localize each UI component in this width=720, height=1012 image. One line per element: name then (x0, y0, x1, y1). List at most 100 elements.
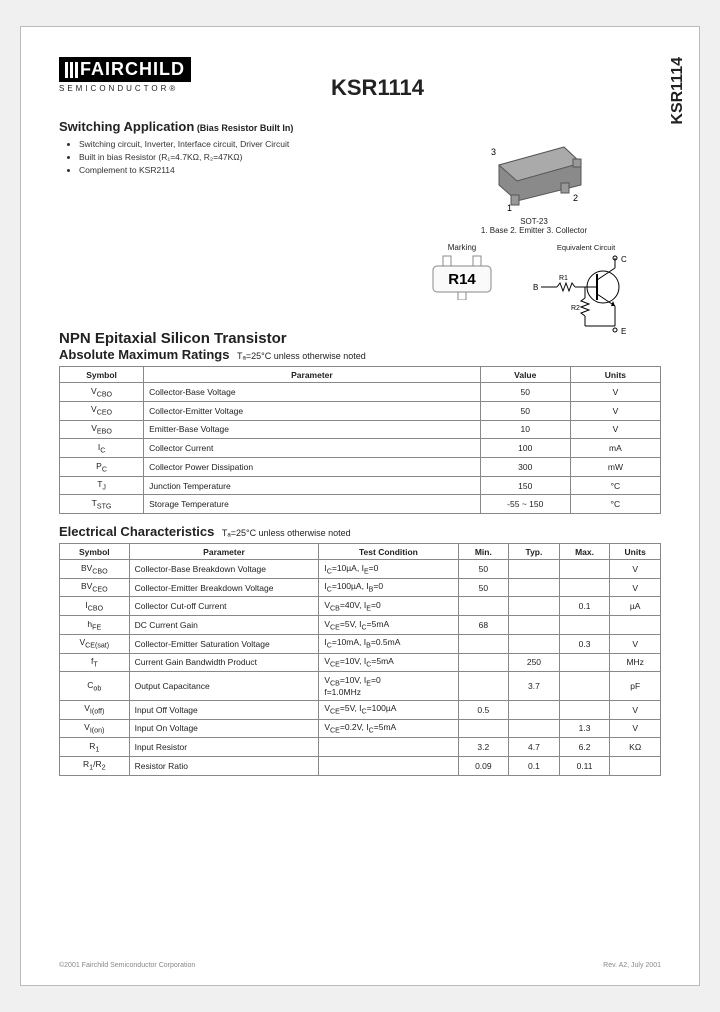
cell-typ (509, 560, 560, 579)
cell-units: V (570, 401, 660, 420)
svg-text:R1: R1 (559, 275, 568, 282)
table-row: PCCollector Power Dissipation300mW (60, 458, 661, 477)
svg-text:2: 2 (573, 193, 578, 203)
cell-value: 100 (480, 439, 570, 458)
table-row: VEBOEmitter-Base Voltage10V (60, 420, 661, 439)
cell-max: 0.3 (559, 634, 610, 653)
col-symbol: Symbol (60, 367, 144, 383)
cell-max (559, 560, 610, 579)
package-name: SOT-23 (419, 217, 649, 226)
cell-max (559, 616, 610, 635)
cell-typ (509, 700, 560, 719)
cell-parameter: Collector-Emitter Saturation Voltage (129, 634, 319, 653)
cell-min (458, 719, 509, 738)
cell-testcond: VCE=5V, IC=100µA (319, 700, 458, 719)
cell-testcond: VCB=40V, IE=0 (319, 597, 458, 616)
datasheet-page: KSR1114 FAIRCHILD SEMICONDUCTOR® KSR1114… (20, 26, 700, 986)
cell-units: pF (610, 672, 661, 701)
elec-header-row: Symbol Parameter Test Condition Min. Typ… (60, 544, 661, 560)
table-row: VCBOCollector-Base Voltage50V (60, 383, 661, 402)
table-row: ICBOCollector Cut-off CurrentVCB=40V, IE… (60, 597, 661, 616)
footer: ©2001 Fairchild Semiconductor Corporatio… (59, 962, 661, 969)
cell-units: °C (570, 476, 660, 495)
table-row: VCE(sat)Collector-Emitter Saturation Vol… (60, 634, 661, 653)
header-row: FAIRCHILD SEMICONDUCTOR® KSR1114 (59, 57, 661, 101)
svg-text:3: 3 (491, 147, 496, 157)
cell-value: 50 (480, 383, 570, 402)
package-pins: 1. Base 2. Emitter 3. Collector (419, 226, 649, 235)
col-parameter: Parameter (144, 367, 481, 383)
ecol-typ: Typ. (509, 544, 560, 560)
cell-testcond: VCB=10V, IE=0f=1.0MHz (319, 672, 458, 701)
svg-text:1: 1 (507, 203, 512, 213)
cell-testcond: VCE=0.2V, IC=5mA (319, 719, 458, 738)
abs-max-section: Absolute Maximum Ratings Tₐ=25°C unless … (59, 347, 661, 514)
cell-parameter: Collector-Base Voltage (144, 383, 481, 402)
cell-parameter: Current Gain Bandwidth Product (129, 653, 319, 672)
cell-units: V (610, 634, 661, 653)
elec-cond: Tₐ=25°C unless otherwise noted (222, 528, 351, 538)
cell-min (458, 597, 509, 616)
cell-symbol: hFE (60, 616, 130, 635)
cell-typ (509, 578, 560, 597)
table-row: VI(off)Input Off VoltageVCE=5V, IC=100µA… (60, 700, 661, 719)
cell-symbol: PC (60, 458, 144, 477)
cell-typ: 3.7 (509, 672, 560, 701)
cell-symbol: VEBO (60, 420, 144, 439)
cell-parameter: Collector-Emitter Breakdown Voltage (129, 578, 319, 597)
cell-typ (509, 597, 560, 616)
svg-text:R2: R2 (571, 305, 580, 312)
cell-typ: 4.7 (509, 738, 560, 757)
logo-name: FAIRCHILD (59, 57, 191, 82)
svg-text:C: C (621, 255, 627, 264)
ecol-symbol: Symbol (60, 544, 130, 560)
cell-units: V (610, 719, 661, 738)
package-diagram-area: 3 1 2 SOT-23 1. Base 2. Emitter 3. Colle… (419, 135, 649, 340)
table-row: TJJunction Temperature150°C (60, 476, 661, 495)
cell-max: 0.1 (559, 597, 610, 616)
cell-symbol: VCEO (60, 401, 144, 420)
table-row: VCEOCollector-Emitter Voltage50V (60, 401, 661, 420)
cell-typ (509, 616, 560, 635)
table-row: BVCBOCollector-Base Breakdown VoltageIC=… (60, 560, 661, 579)
sot23-package-icon: 3 1 2 (469, 135, 599, 213)
cell-min: 68 (458, 616, 509, 635)
cell-units: V (610, 700, 661, 719)
cell-value: 10 (480, 420, 570, 439)
cell-typ (509, 634, 560, 653)
abs-max-cond: Tₐ=25°C unless otherwise noted (237, 351, 366, 361)
ecol-max: Max. (559, 544, 610, 560)
table-row: VI(on)Input On VoltageVCE=0.2V, IC=5mA1.… (60, 719, 661, 738)
cell-max (559, 700, 610, 719)
ecol-parameter: Parameter (129, 544, 319, 560)
cell-max (559, 672, 610, 701)
cell-testcond: VCE=5V, IC=5mA (319, 616, 458, 635)
abs-max-title: Absolute Maximum Ratings (59, 347, 229, 362)
table-row: hFEDC Current GainVCE=5V, IC=5mA68 (60, 616, 661, 635)
cell-testcond (319, 756, 458, 775)
svg-text:B: B (533, 283, 538, 292)
equiv-circuit-icon: B R1 R2 C (531, 254, 641, 340)
cell-units: KΩ (610, 738, 661, 757)
cell-units: MHz (610, 653, 661, 672)
cell-parameter: Collector Power Dissipation (144, 458, 481, 477)
switching-title: Switching Application (59, 119, 194, 134)
cell-value: 50 (480, 401, 570, 420)
cell-symbol: TJ (60, 476, 144, 495)
cell-min: 0.5 (458, 700, 509, 719)
cell-parameter: Input Off Voltage (129, 700, 319, 719)
cell-value: -55 ~ 150 (480, 495, 570, 514)
cell-symbol: fT (60, 653, 130, 672)
cell-typ: 0.1 (509, 756, 560, 775)
cell-symbol: BVCBO (60, 560, 130, 579)
abs-max-header-row: Symbol Parameter Value Units (60, 367, 661, 383)
cell-units: mW (570, 458, 660, 477)
cell-parameter: Input On Voltage (129, 719, 319, 738)
table-row: R1/R2Resistor Ratio0.090.10.11 (60, 756, 661, 775)
cell-symbol: TSTG (60, 495, 144, 514)
cell-units: V (570, 420, 660, 439)
table-row: TSTGStorage Temperature-55 ~ 150°C (60, 495, 661, 514)
cell-symbol: BVCEO (60, 578, 130, 597)
cell-testcond: IC=10µA, IE=0 (319, 560, 458, 579)
cell-parameter: Input Resistor (129, 738, 319, 757)
